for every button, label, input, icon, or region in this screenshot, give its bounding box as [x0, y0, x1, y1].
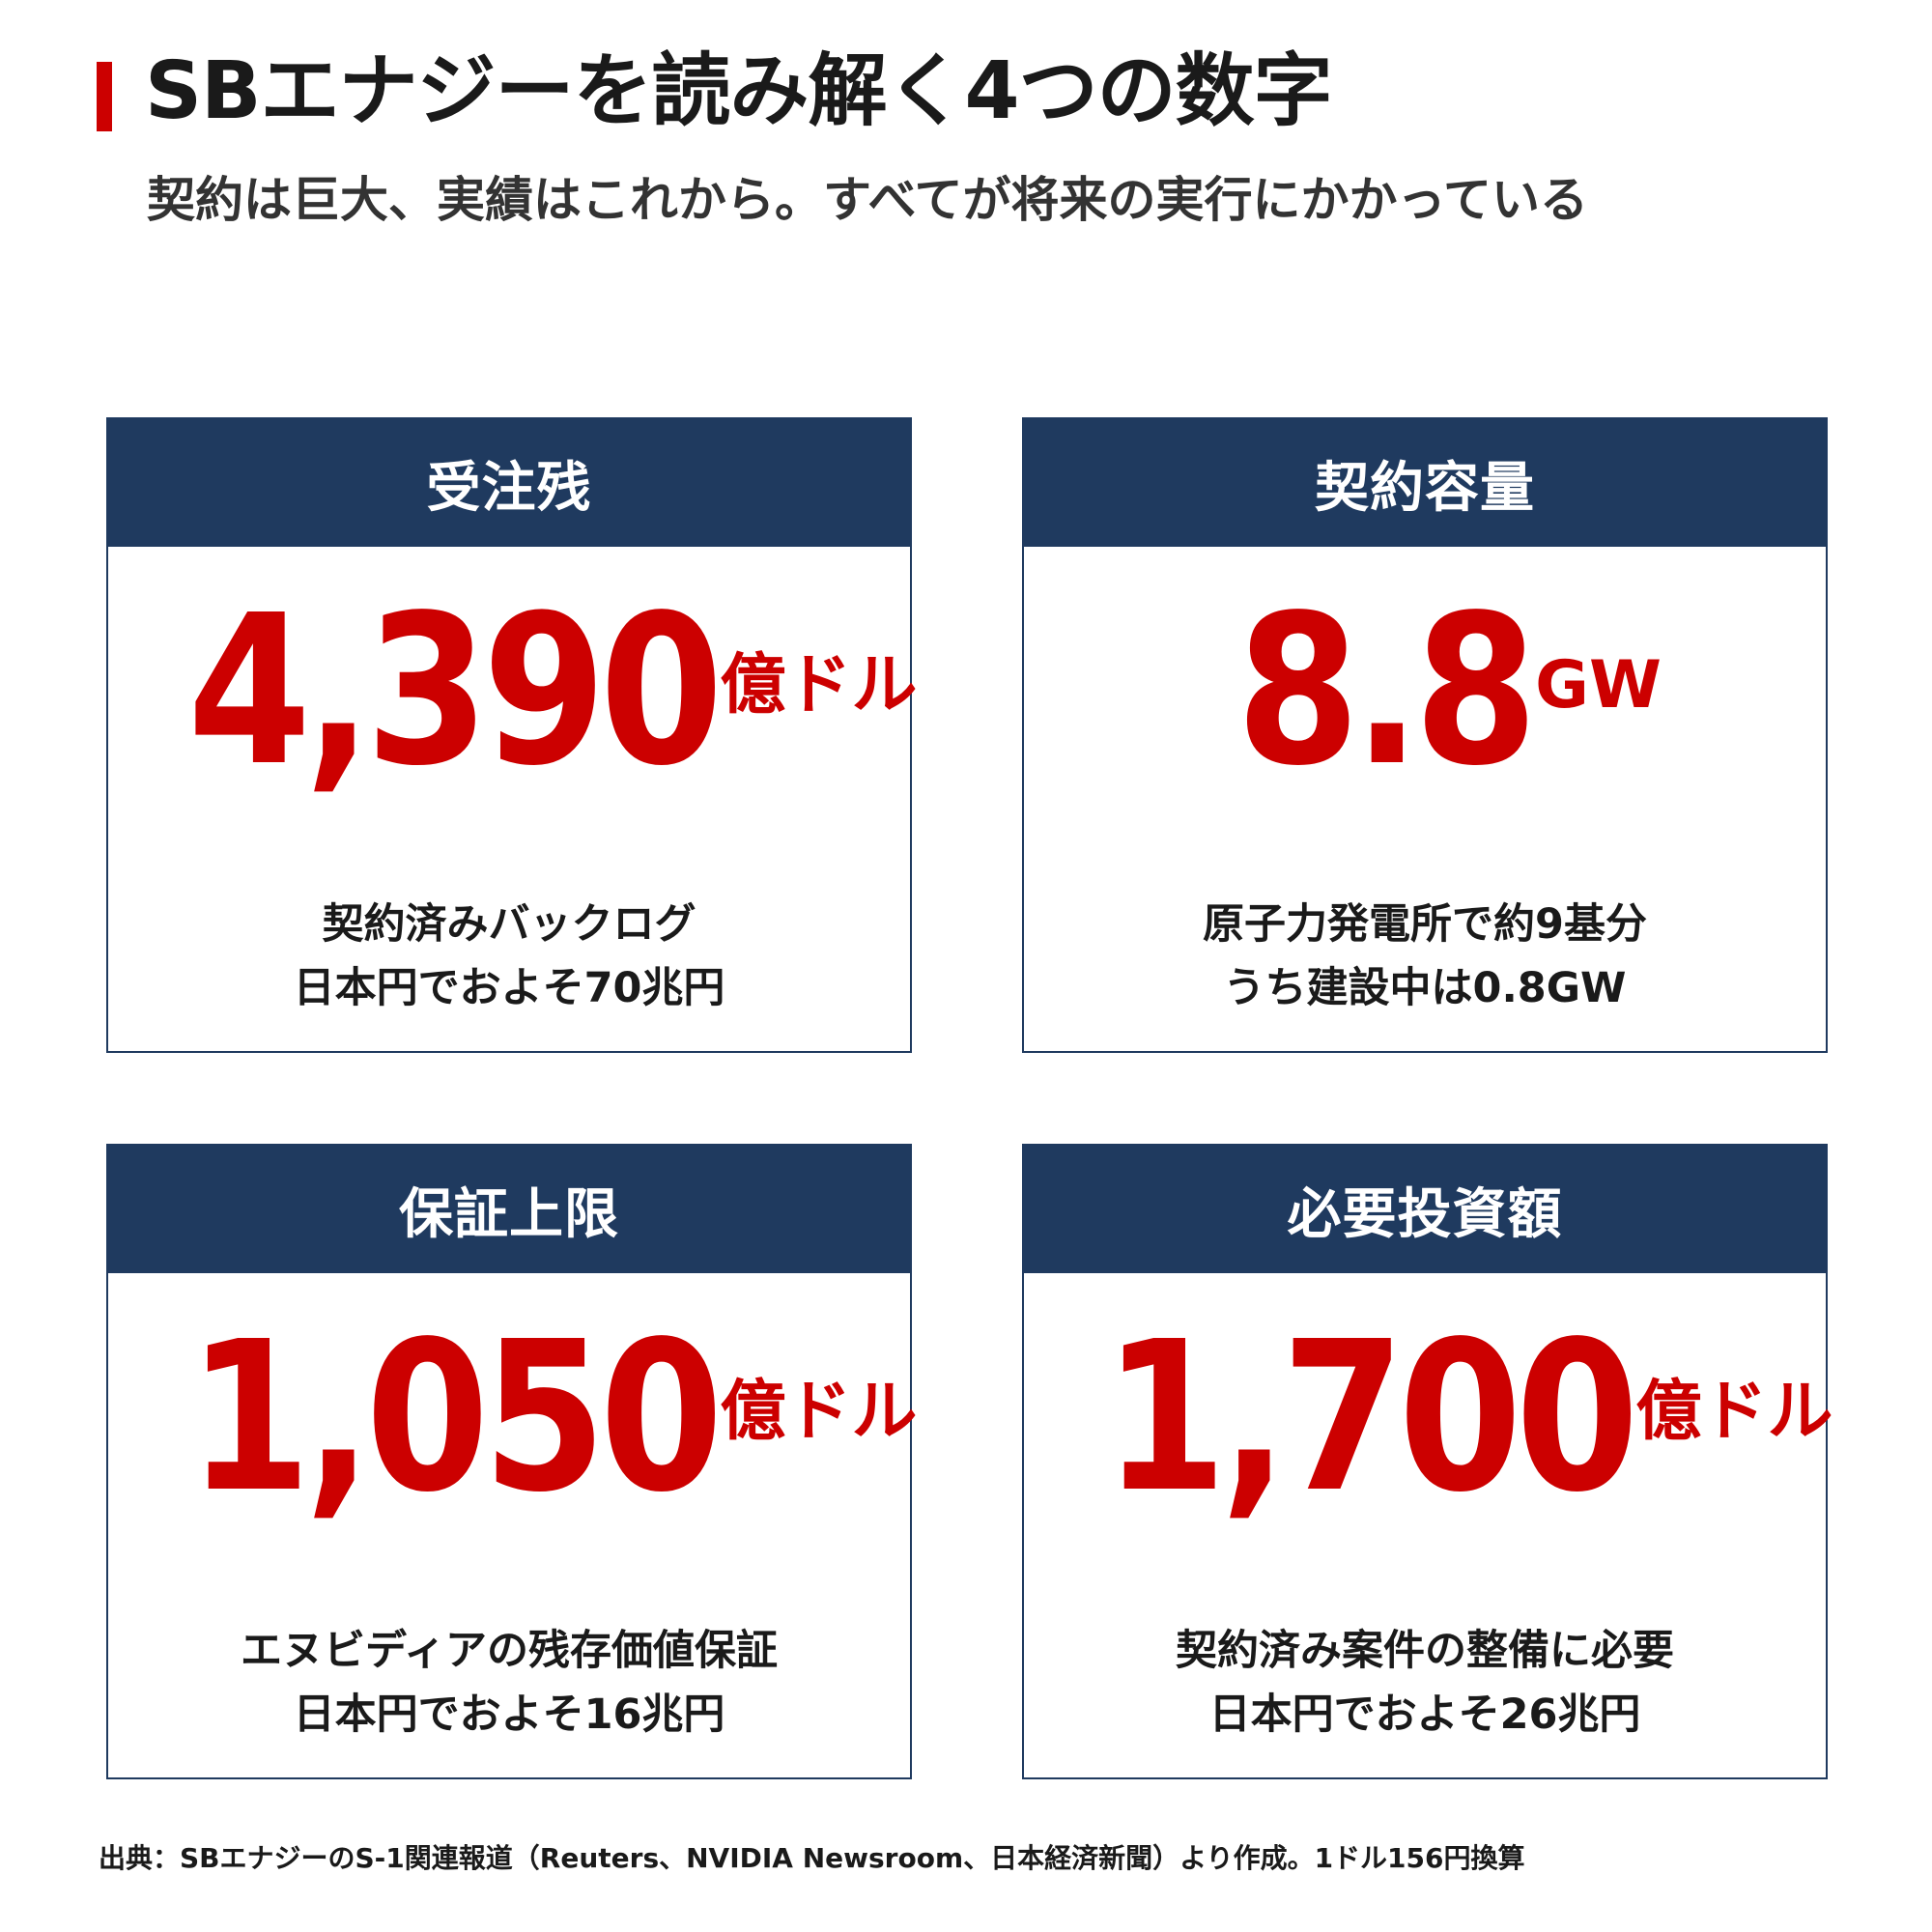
metric-note: 契約済み案件の整備に必要 日本円でおよそ26兆円 — [1024, 1619, 1826, 1747]
metric-figure: 1,050 億ドル — [108, 1297, 918, 1538]
metric-card-guarantee-cap: 保証上限 1,050 億ドル エヌビディアの残存価値保証 日本円でおよそ16兆円 — [106, 1144, 918, 1779]
metric-note-line-1: エヌビディアの残存価値保証 — [241, 1627, 778, 1675]
metric-unit: 億ドル — [1635, 1374, 1833, 1450]
metric-note-line-2: 日本円でおよそ70兆円 — [293, 964, 725, 1012]
metric-value: 1,700 — [1102, 1297, 1639, 1538]
metric-note: 原子力発電所で約9基分 うち建設中は0.8GW — [1024, 893, 1826, 1020]
metric-figure: 8.8 GW — [1024, 585, 1826, 798]
metric-note-line-2: うち建設中は0.8GW — [1223, 964, 1627, 1012]
card-header-label: 必要投資額 — [1024, 1146, 1826, 1273]
metric-unit: GW — [1535, 647, 1662, 724]
metric-unit: 億ドル — [720, 1374, 918, 1450]
metric-note: 契約済みバックログ 日本円でおよそ70兆円 — [108, 893, 910, 1020]
metric-value: 4,390 — [186, 571, 724, 811]
metric-note: エヌビディアの残存価値保証 日本円でおよそ16兆円 — [108, 1619, 910, 1747]
metric-note-line-1: 原子力発電所で約9基分 — [1203, 900, 1647, 949]
source-note: 出典：SBエナジーのS-1関連報道（Reuters、NVIDIA Newsroo… — [99, 1842, 1525, 1874]
page-title: SBエナジーを読み解く4つの数字 — [145, 45, 1333, 137]
metric-note-line-2: 日本円でおよそ16兆円 — [293, 1690, 725, 1739]
metric-value: 8.8 — [1236, 571, 1538, 811]
card-header-label: 受注残 — [108, 419, 910, 547]
card-header-label: 保証上限 — [108, 1146, 910, 1273]
card-header-label: 契約容量 — [1024, 419, 1826, 547]
metric-value: 1,050 — [186, 1297, 724, 1538]
metric-unit: 億ドル — [720, 647, 918, 724]
metric-card-order-backlog: 受注残 4,390 億ドル 契約済みバックログ 日本円でおよそ70兆円 — [106, 417, 918, 1053]
metric-figure: 1,700 億ドル — [1024, 1297, 1833, 1538]
metric-note-line-2: 日本円でおよそ26兆円 — [1208, 1690, 1641, 1739]
metric-card-required-investment: 必要投資額 1,700 億ドル 契約済み案件の整備に必要 日本円でおよそ26兆円 — [1022, 1144, 1833, 1779]
metric-note-line-1: 契約済みバックログ — [322, 900, 696, 949]
metric-note-line-1: 契約済み案件の整備に必要 — [1176, 1627, 1674, 1675]
page-subtitle: 契約は巨大、実績はこれから。すべてが将来の実行にかかっている — [147, 172, 1588, 228]
metric-figure: 4,390 億ドル — [108, 571, 918, 811]
title-accent-bar — [97, 62, 112, 131]
metric-card-contract-capacity: 契約容量 8.8 GW 原子力発電所で約9基分 うち建設中は0.8GW — [1022, 417, 1828, 1053]
